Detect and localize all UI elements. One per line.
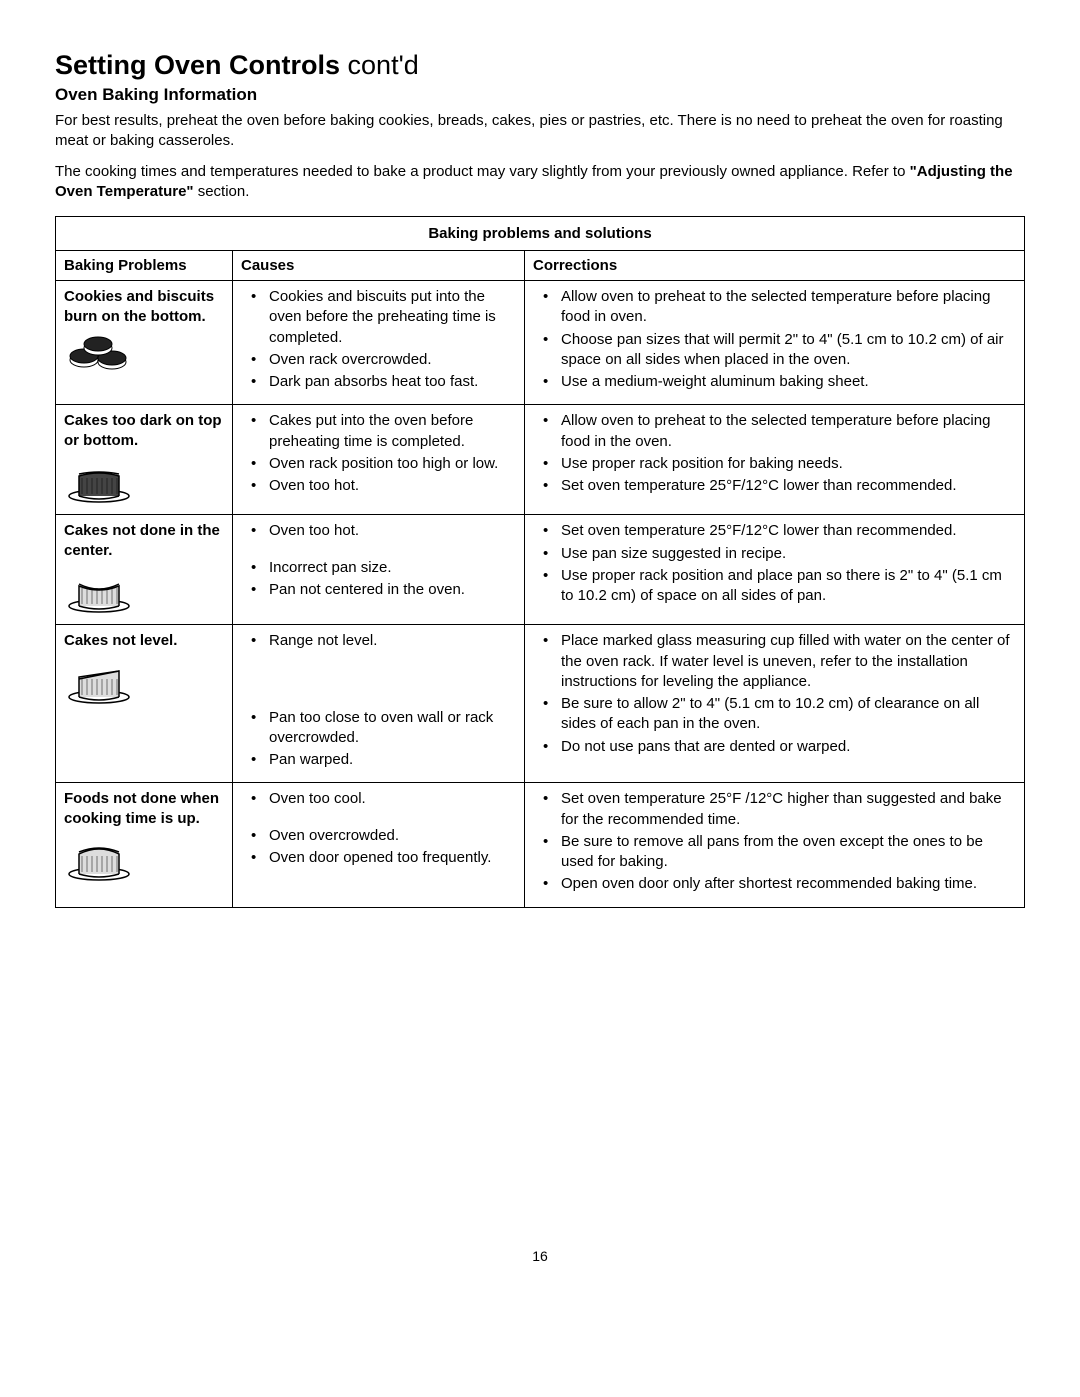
problem-label: Cookies and biscuits burn on the bottom. bbox=[64, 287, 224, 326]
col-header-problems: Baking Problems bbox=[56, 251, 233, 281]
col-header-causes: Causes bbox=[233, 251, 525, 281]
list-item: Oven too hot. bbox=[259, 521, 516, 541]
causes-cell: Range not level. Pan too close to oven wa… bbox=[233, 625, 525, 783]
table-title: Baking problems and solutions bbox=[56, 217, 1025, 251]
list-item: Place marked glass measuring cup filled … bbox=[551, 631, 1016, 692]
table-row: Cakes too dark on top or bottom. Cakes pu… bbox=[56, 405, 1025, 515]
problems-table: Baking problems and solutions Baking Pro… bbox=[55, 216, 1025, 908]
list-item: Cookies and biscuits put into the oven b… bbox=[259, 287, 516, 348]
list-item: Dark pan absorbs heat too fast. bbox=[259, 372, 516, 392]
list-item: Use proper rack position and place pan s… bbox=[551, 566, 1016, 607]
intro-para-2: The cooking times and temperatures neede… bbox=[55, 162, 1025, 203]
list-item: Cakes put into the oven before preheatin… bbox=[259, 411, 516, 452]
page-number: 16 bbox=[55, 1248, 1025, 1264]
corrections-cell: Set oven temperature 25°F/12°C lower tha… bbox=[525, 515, 1025, 625]
corrections-cell: Allow oven to preheat to the selected te… bbox=[525, 405, 1025, 515]
cake-raw-icon bbox=[64, 834, 224, 882]
list-item: Be sure to allow 2" to 4" (5.1 cm to 10.… bbox=[551, 694, 1016, 735]
table-row: Foods not done when cooking time is up.O… bbox=[56, 783, 1025, 907]
list-item: Use pan size suggested in recipe. bbox=[551, 544, 1016, 564]
problem-cell: Cookies and biscuits burn on the bottom. bbox=[56, 281, 233, 405]
corrections-cell: Set oven temperature 25°F /12°C higher t… bbox=[525, 783, 1025, 907]
problem-cell: Cakes not done in the center. bbox=[56, 515, 233, 625]
list-item: Set oven temperature 25°F/12°C lower tha… bbox=[551, 476, 1016, 496]
list-item: Pan too close to oven wall or rack overc… bbox=[259, 708, 516, 749]
list-item: Set oven temperature 25°F /12°C higher t… bbox=[551, 789, 1016, 830]
col-header-corrections: Corrections bbox=[525, 251, 1025, 281]
list-item: Incorrect pan size. bbox=[259, 558, 516, 578]
problem-label: Cakes too dark on top or bottom. bbox=[64, 411, 224, 450]
list-item: Oven too hot. bbox=[259, 476, 516, 496]
title-main: Setting Oven Controls bbox=[55, 50, 340, 80]
section-subtitle: Oven Baking Information bbox=[55, 85, 1025, 105]
list-item: Allow oven to preheat to the selected te… bbox=[551, 287, 1016, 328]
problem-label: Cakes not done in the center. bbox=[64, 521, 224, 560]
list-item: Oven too cool. bbox=[259, 789, 516, 809]
list-item: Pan not centered in the oven. bbox=[259, 580, 516, 600]
table-row: Cookies and biscuits burn on the bottom.… bbox=[56, 281, 1025, 405]
list-item: Oven door opened too frequently. bbox=[259, 848, 516, 868]
table-row: Cakes not done in the center.Oven too ho… bbox=[56, 515, 1025, 625]
causes-cell: Cookies and biscuits put into the oven b… bbox=[233, 281, 525, 405]
corrections-cell: Place marked glass measuring cup filled … bbox=[525, 625, 1025, 783]
table-row: Cakes not level. Range not level. Pan too … bbox=[56, 625, 1025, 783]
problem-label: Cakes not level. bbox=[64, 631, 224, 651]
list-item: Oven overcrowded. bbox=[259, 826, 516, 846]
corrections-cell: Allow oven to preheat to the selected te… bbox=[525, 281, 1025, 405]
title-suffix: cont'd bbox=[340, 50, 419, 80]
list-item: Oven rack position too high or low. bbox=[259, 454, 516, 474]
cake-tilted-icon bbox=[64, 657, 224, 705]
list-item: Range not level. bbox=[259, 631, 516, 651]
problem-label: Foods not done when cooking time is up. bbox=[64, 789, 224, 828]
problem-cell: Foods not done when cooking time is up. bbox=[56, 783, 233, 907]
cookies-icon bbox=[64, 332, 224, 372]
list-item: Choose pan sizes that will permit 2" to … bbox=[551, 330, 1016, 371]
cake-sunken-icon bbox=[64, 566, 224, 614]
causes-cell: Oven too hot. Incorrect pan size.Pan not … bbox=[233, 515, 525, 625]
list-item: Be sure to remove all pans from the oven… bbox=[551, 832, 1016, 873]
causes-cell: Oven too cool. Oven overcrowded.Oven door… bbox=[233, 783, 525, 907]
list-item: Do not use pans that are dented or warpe… bbox=[551, 737, 1016, 757]
list-item: Set oven temperature 25°F/12°C lower tha… bbox=[551, 521, 1016, 541]
list-item: Pan warped. bbox=[259, 750, 516, 770]
intro-para-1: For best results, preheat the oven befor… bbox=[55, 111, 1025, 152]
list-item: Use a medium-weight aluminum baking shee… bbox=[551, 372, 1016, 392]
cake-dark-icon bbox=[64, 456, 224, 504]
causes-cell: Cakes put into the oven before preheatin… bbox=[233, 405, 525, 515]
list-item: Open oven door only after shortest recom… bbox=[551, 874, 1016, 894]
problem-cell: Cakes not level. bbox=[56, 625, 233, 783]
page-title: Setting Oven Controls cont'd bbox=[55, 50, 1025, 81]
problem-cell: Cakes too dark on top or bottom. bbox=[56, 405, 233, 515]
list-item: Use proper rack position for baking need… bbox=[551, 454, 1016, 474]
list-item: Oven rack overcrowded. bbox=[259, 350, 516, 370]
list-item: Allow oven to preheat to the selected te… bbox=[551, 411, 1016, 452]
